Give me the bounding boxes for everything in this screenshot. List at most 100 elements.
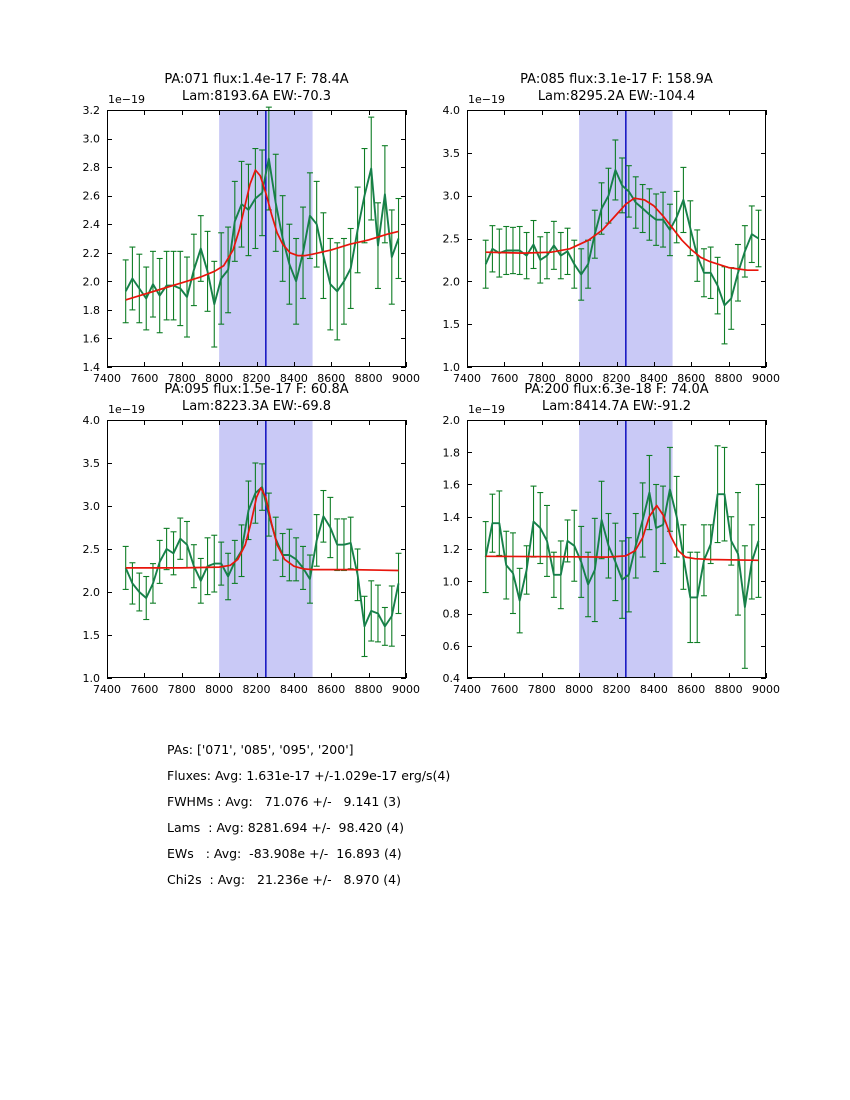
y-tick-label: 2.4 <box>83 218 101 231</box>
y-tick-label: 1.4 <box>83 361 101 374</box>
x-tick-label: 7800 <box>168 372 196 385</box>
x-tick-label: 8800 <box>715 683 743 696</box>
subplot-title-pa-071: PA:071 flux:1.4e-17 F: 78.4A Lam:8193.6A… <box>107 71 406 105</box>
summary-line-ews: EWs : Avg: -83.908e +/- 16.893 (4) <box>167 846 402 861</box>
y-tick-label: 2.0 <box>83 275 101 288</box>
x-tick-label: 7400 <box>453 372 481 385</box>
spectrum-line <box>484 169 760 307</box>
x-tick-label: 8200 <box>243 372 271 385</box>
subplot-title-line2: Lam:8414.7A EW:-91.2 <box>541 399 692 414</box>
x-tick-label: 8200 <box>603 372 631 385</box>
y-tick-label: 2.0 <box>443 275 461 288</box>
x-tick-label: 8200 <box>243 683 271 696</box>
fit-line <box>125 169 399 301</box>
plot-area: 7400 7600 7800 8000 8200 8400 8600 8800 9000 1.0 1… <box>83 414 421 696</box>
x-tick-label: 8800 <box>715 372 743 385</box>
summary-line-chi2s: Chi2s : Avg: 21.236e +/- 8.970 (4) <box>167 872 401 887</box>
y-axis-offset-label: 1e−19 <box>468 93 505 106</box>
subplot-title-pa-095: PA:095 flux:1.5e-17 F: 60.8A Lam:8223.3A… <box>107 381 406 415</box>
y-tick-label: 1.0 <box>83 672 101 685</box>
x-tick-label: 8400 <box>280 683 308 696</box>
subplot-title-line2: Lam:8295.2A EW:-104.4 <box>537 89 696 104</box>
subplot-title-line1: PA:085 flux:3.1e-17 F: 158.9A <box>520 72 713 87</box>
y-tick-label: 1.0 <box>443 361 461 374</box>
fit-line <box>485 197 759 272</box>
y-axis-offset-label: 1e−19 <box>108 93 145 106</box>
y-tick-label: 2.8 <box>83 161 101 174</box>
y-tick-label: 2.5 <box>443 233 461 246</box>
y-tick-label: 2.5 <box>83 543 101 556</box>
y-tick-label: 0.8 <box>443 608 461 621</box>
y-tick-label: 2.6 <box>83 190 101 203</box>
x-tick-label: 9000 <box>752 683 780 696</box>
x-tick-label: 9000 <box>392 683 420 696</box>
x-tick-label: 7600 <box>130 372 158 385</box>
subplot-pa-071: 7400 7600 7800 8000 8200 8400 8600 8800 9000 1.4 1… <box>83 104 421 385</box>
fit-line <box>485 504 759 562</box>
plot-area: 7400 7600 7800 8000 8200 8400 8600 8800 9000 1.0 1… <box>443 104 781 385</box>
y-tick-label: 1.6 <box>443 479 461 492</box>
y-tick-label: 4.0 <box>83 414 101 427</box>
summary-line-fluxes: Fluxes: Avg: 1.631e-17 +/-1.029e-17 erg/… <box>167 768 451 783</box>
x-tick-label: 9000 <box>752 372 780 385</box>
x-tick-label: 8600 <box>677 372 705 385</box>
x-tick-label: 8000 <box>205 683 233 696</box>
spectrum-line <box>484 488 760 609</box>
subplot-title-line1: PA:095 flux:1.5e-17 F: 60.8A <box>164 382 349 397</box>
x-tick-label: 7400 <box>453 683 481 696</box>
y-tick-label: 3.5 <box>83 457 101 470</box>
y-tick-label: 1.6 <box>83 332 101 345</box>
x-tick-label: 8400 <box>280 372 308 385</box>
y-tick-label: 0.6 <box>443 640 461 653</box>
x-tick-label: 7600 <box>490 683 518 696</box>
x-tick-label: 7800 <box>168 683 196 696</box>
x-tick-label: 7800 <box>528 683 556 696</box>
y-tick-label: 2.0 <box>443 414 461 427</box>
y-tick-label: 0.4 <box>443 672 461 685</box>
x-tick-label: 8000 <box>565 372 593 385</box>
y-tick-label: 1.8 <box>443 446 461 459</box>
y-axis-offset-label: 1e−19 <box>108 403 145 416</box>
x-tick-label: 8600 <box>317 372 345 385</box>
x-tick-label: 7800 <box>528 372 556 385</box>
x-tick-label: 8200 <box>603 683 631 696</box>
subplot-title-pa-085: PA:085 flux:3.1e-17 F: 158.9A Lam:8295.2… <box>467 71 766 105</box>
x-tick-label: 8800 <box>355 683 383 696</box>
y-tick-label: 2.2 <box>83 247 101 260</box>
subplot-title-line2: Lam:8223.3A EW:-69.8 <box>181 399 332 414</box>
y-tick-label: 3.2 <box>83 104 101 117</box>
summary-line-pas: PAs: ['071', '085', '095', '200'] <box>167 742 354 757</box>
x-tick-label: 8800 <box>355 372 383 385</box>
x-tick-label: 7400 <box>93 372 121 385</box>
y-tick-label: 1.8 <box>83 304 101 317</box>
subplot-pa-085: 7400 7600 7800 8000 8200 8400 8600 8800 9000 1.0 1… <box>443 104 781 385</box>
axes-frame <box>467 110 766 367</box>
y-tick-label: 1.2 <box>443 543 461 556</box>
y-tick-label: 3.0 <box>443 190 461 203</box>
x-tick-label: 8600 <box>317 683 345 696</box>
axes-frame <box>107 110 406 367</box>
y-tick-label: 3.0 <box>83 133 101 146</box>
subplot-title-pa-200: PA:200 flux:6.3e-18 F: 74.0A Lam:8414.7A… <box>467 381 766 415</box>
y-tick-label: 1.5 <box>83 629 101 642</box>
x-tick-label: 8400 <box>640 683 668 696</box>
y-tick-label: 3.0 <box>83 500 101 513</box>
fit-line <box>125 487 399 572</box>
x-tick-label: 8000 <box>565 683 593 696</box>
y-tick-label: 3.5 <box>443 147 461 160</box>
plot-area: 7400 7600 7800 8000 8200 8400 8600 8800 9000 0.4 0… <box>443 414 781 696</box>
summary-block: PAs: ['071', '085', '095', '200'] Fluxes… <box>167 742 450 898</box>
subplot-pa-200: 7400 7600 7800 8000 8200 8400 8600 8800 9000 0.4 0… <box>443 414 781 696</box>
x-tick-label: 8400 <box>640 372 668 385</box>
y-axis-offset-label: 1e−19 <box>468 403 505 416</box>
x-tick-label: 9000 <box>392 372 420 385</box>
summary-line-lams: Lams : Avg: 8281.694 +/- 98.420 (4) <box>167 820 404 835</box>
x-tick-label: 8600 <box>677 683 705 696</box>
y-tick-label: 1.4 <box>443 511 461 524</box>
subplot-title-line2: Lam:8193.6A EW:-70.3 <box>181 89 332 104</box>
subplot-title-line1: PA:071 flux:1.4e-17 F: 78.4A <box>164 72 349 87</box>
spectrum-line <box>124 486 400 628</box>
x-tick-label: 7400 <box>93 683 121 696</box>
y-tick-label: 4.0 <box>443 104 461 117</box>
